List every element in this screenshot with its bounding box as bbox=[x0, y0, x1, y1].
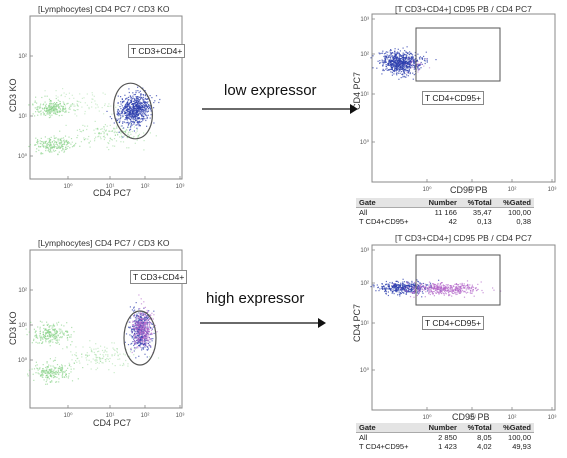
table-cell: 100,00 bbox=[508, 433, 531, 442]
plot-area-top-left: 10⁰ 10¹ 10² 10³ 10⁰ 10¹ 10² bbox=[18, 15, 184, 190]
column-header: Gate bbox=[356, 198, 421, 208]
high-expressor-label: high expressor bbox=[206, 290, 305, 307]
table-cell: 2 850 bbox=[438, 433, 457, 442]
gate-rectangle bbox=[415, 27, 501, 82]
stats-table-bottom: Gate Number %Total %Gated All 2 850 8,05 100,00… bbox=[356, 423, 534, 451]
column-header: %Total bbox=[459, 423, 495, 433]
y-tick-label: 10¹ bbox=[360, 321, 369, 327]
y-tick-label: 10² bbox=[18, 288, 27, 294]
column-header: Number bbox=[420, 198, 460, 208]
gate-label-bottom-left: T CD3+CD4+ bbox=[130, 270, 188, 284]
gate-rectangle bbox=[415, 254, 501, 306]
event-cluster bbox=[370, 46, 437, 80]
gate-ellipse bbox=[123, 310, 157, 366]
y-tick-label: 10³ bbox=[360, 17, 369, 23]
event-cluster bbox=[28, 95, 79, 119]
column-header: Gate bbox=[356, 423, 421, 433]
x-tick-label: 10² bbox=[141, 184, 150, 190]
event-cluster bbox=[106, 86, 161, 138]
event-cluster bbox=[28, 130, 81, 156]
table-cell: 0,38 bbox=[516, 217, 531, 226]
table-cell: 4,02 bbox=[477, 442, 492, 451]
x-tick-label: 10¹ bbox=[106, 184, 115, 190]
arrow-icon-low bbox=[202, 104, 358, 114]
table-header-row: Gate Number %Total %Gated bbox=[356, 198, 534, 208]
event-cluster bbox=[27, 358, 84, 385]
x-tick-label: 10² bbox=[508, 415, 517, 421]
column-header: %Gated bbox=[494, 198, 534, 208]
y-tick-label: 10⁰ bbox=[360, 139, 370, 146]
x-tick-label: 10² bbox=[141, 413, 150, 419]
plot-title-bottom-left: [Lymphocytes] CD4 PC7 / CD3 KO bbox=[38, 238, 170, 248]
plot-title-top-right: [T CD3+CD4+] CD95 PB / CD4 PC7 bbox=[395, 4, 532, 14]
x-tick-label: 10³ bbox=[548, 187, 557, 193]
plot-title-top-left: [Lymphocytes] CD4 PC7 / CD3 KO bbox=[38, 4, 170, 14]
x-tick-label: 10³ bbox=[548, 415, 557, 421]
y-axis-label-top-left: CD3 KO bbox=[8, 78, 18, 112]
x-tick-label: 10⁰ bbox=[422, 414, 432, 421]
x-tick-label: 10¹ bbox=[468, 415, 477, 421]
table-cell: T CD4+CD95+ bbox=[359, 217, 409, 226]
gate-label-top-left: T CD3+CD4+ bbox=[128, 44, 186, 58]
y-tick-label: 10⁰ bbox=[18, 357, 28, 364]
table-row: All 11 166 35,47 100,00 bbox=[356, 208, 534, 217]
y-tick-label: 10² bbox=[360, 52, 369, 58]
table-row: T CD4+CD95+ 42 0,13 0,38 bbox=[356, 217, 534, 226]
column-header: %Gated bbox=[494, 423, 534, 433]
table-cell: All bbox=[359, 208, 368, 217]
x-axis-label-top-left: CD4 PC7 bbox=[93, 188, 132, 198]
arrow-icon-high bbox=[200, 318, 326, 328]
table-cell: T CD4+CD95+ bbox=[359, 442, 409, 451]
y-tick-label: 10³ bbox=[360, 248, 369, 254]
scatter-plot-top-left: 10⁰ 10¹ 10² 10³ 10⁰ 10¹ 10² bbox=[18, 15, 184, 190]
x-tick-label: 10¹ bbox=[468, 187, 477, 193]
gate-ellipse bbox=[113, 82, 153, 140]
event-cluster bbox=[129, 294, 158, 354]
table-row: All 2 850 8,05 100,00 bbox=[356, 433, 534, 442]
y-tick-label: 10² bbox=[360, 281, 369, 287]
event-cluster bbox=[47, 114, 157, 151]
event-cluster bbox=[44, 88, 151, 118]
table-cell: 8,05 bbox=[477, 433, 492, 442]
column-header: Number bbox=[420, 423, 460, 433]
x-tick-label: 10³ bbox=[176, 413, 185, 419]
y-tick-label: 10¹ bbox=[360, 92, 369, 98]
table-cell: 1 423 bbox=[438, 442, 457, 451]
y-tick-label: 10¹ bbox=[18, 323, 27, 329]
event-cluster bbox=[25, 320, 75, 348]
y-tick-label: 10⁰ bbox=[360, 367, 370, 374]
table-row: T CD4+CD95+ 1 423 4,02 49,93 bbox=[356, 442, 534, 451]
y-tick-label: 10¹ bbox=[18, 114, 27, 120]
x-tick-label: 10⁰ bbox=[422, 186, 432, 193]
y-axis-label-bottom-left: CD3 KO bbox=[8, 311, 18, 345]
column-header: %Total bbox=[459, 198, 495, 208]
y-tick-label: 10⁰ bbox=[18, 153, 28, 160]
x-tick-label: 10⁰ bbox=[63, 412, 73, 419]
plot-title-bottom-right: [T CD3+CD4+] CD95 PB / CD4 PC7 bbox=[395, 233, 532, 243]
table-cell: All bbox=[359, 433, 368, 442]
gate-label-top-right: T CD4+CD95+ bbox=[422, 91, 485, 105]
table-cell: 35,47 bbox=[472, 208, 492, 217]
x-tick-label: 10¹ bbox=[106, 413, 115, 419]
table-cell: 42 bbox=[448, 217, 457, 226]
table-cell: 100,00 bbox=[508, 208, 531, 217]
plot-frame bbox=[29, 15, 183, 180]
stats-table-top: Gate Number %Total %Gated All 11 166 35,47 100,… bbox=[356, 198, 534, 226]
x-axis-label-bottom-right: CD95 PB bbox=[452, 412, 490, 422]
gate-label-bottom-right: T CD4+CD95+ bbox=[422, 316, 485, 330]
y-tick-label: 10² bbox=[18, 54, 27, 60]
low-expressor-label: low expressor bbox=[224, 82, 317, 99]
table-cell: 0,13 bbox=[477, 217, 492, 226]
x-tick-label: 10⁰ bbox=[63, 183, 73, 190]
x-axis-label-bottom-left: CD4 PC7 bbox=[93, 418, 132, 428]
x-tick-label: 10³ bbox=[176, 184, 185, 190]
x-axis-label-top-right: CD95 PB bbox=[450, 185, 488, 195]
event-cluster bbox=[393, 280, 502, 298]
event-cluster bbox=[49, 340, 160, 374]
x-tick-label: 10² bbox=[508, 187, 517, 193]
table-cell: 49,93 bbox=[512, 442, 531, 451]
table-header-row: Gate Number %Total %Gated bbox=[356, 423, 534, 433]
table-cell: 11 166 bbox=[434, 208, 457, 217]
